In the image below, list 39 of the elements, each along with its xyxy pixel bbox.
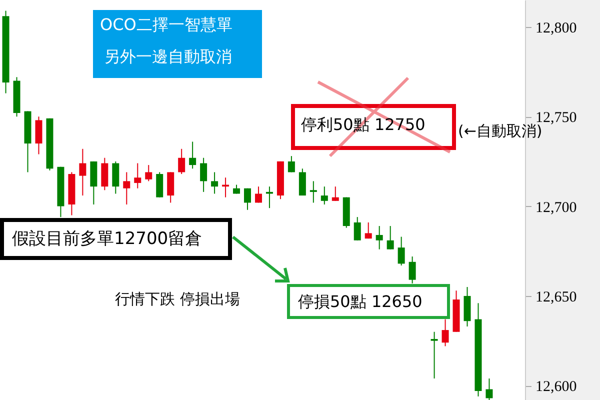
annotation: 另外一邊自動取消 xyxy=(104,46,232,68)
candlestick xyxy=(35,116,42,155)
candlestick xyxy=(376,226,383,250)
candlestick xyxy=(145,164,152,182)
candlestick xyxy=(167,172,174,204)
annotation: 行情下跌 停損出場 xyxy=(115,289,240,310)
candlestick xyxy=(254,186,262,204)
annotation: OCO二擇一智慧單 xyxy=(100,14,232,36)
candlestick xyxy=(79,148,86,196)
candlestick xyxy=(320,186,328,205)
y-tick-label: 12,800 xyxy=(536,20,577,36)
annotation: 停損50點 12650 xyxy=(287,284,450,319)
candlestick xyxy=(123,172,130,205)
y-tick-label: 12,600 xyxy=(536,379,577,396)
candlestick xyxy=(332,186,339,202)
candlestick xyxy=(211,172,218,194)
candlestick xyxy=(298,168,306,196)
candlestick xyxy=(386,226,394,250)
candlestick xyxy=(398,236,405,266)
candlestick xyxy=(408,256,416,284)
candlestick xyxy=(288,156,295,173)
candlestick xyxy=(430,331,438,379)
candlestick xyxy=(244,188,251,210)
candlestick xyxy=(101,157,108,191)
candlestick xyxy=(178,148,186,174)
annotation: 停利50點 12750 xyxy=(301,114,426,136)
y-tick-label: 12,700 xyxy=(536,200,577,216)
candlestick xyxy=(354,216,361,241)
candlestick xyxy=(442,318,449,347)
candlestick xyxy=(112,160,120,194)
candlestick xyxy=(364,222,372,240)
y-tick-label: 12,650 xyxy=(536,289,577,306)
annotation: 假設目前多單12700留倉 xyxy=(0,218,232,260)
candlestick xyxy=(200,157,208,192)
candlestick xyxy=(189,141,196,170)
candlestick xyxy=(486,378,493,400)
candlestick xyxy=(134,162,142,189)
candlestick xyxy=(310,180,317,204)
candlestick xyxy=(156,172,164,198)
